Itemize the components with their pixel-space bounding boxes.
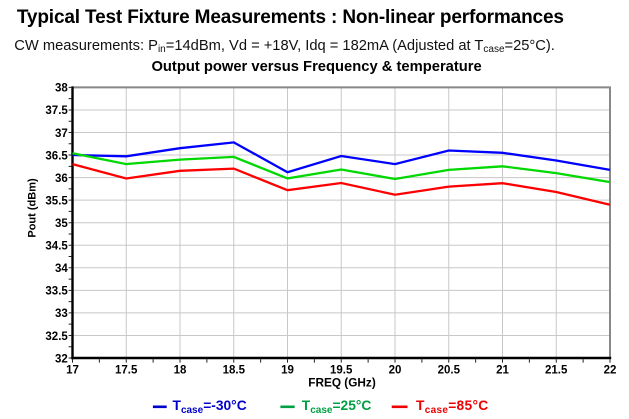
svg-text:35.5: 35.5: [45, 196, 68, 208]
svg-text:32.5: 32.5: [45, 331, 68, 343]
svg-text:37.5: 37.5: [45, 105, 68, 117]
svg-text:Typical Test Fixture Measureme: Typical Test Fixture Measurements : Non-…: [17, 7, 564, 28]
svg-text:32: 32: [55, 353, 68, 365]
svg-text:Output power versus Frequency: Output power versus Frequency & temperat…: [151, 59, 481, 75]
svg-text:20.5: 20.5: [438, 364, 461, 376]
svg-text:17: 17: [66, 364, 79, 376]
svg-text:33.5: 33.5: [45, 286, 68, 298]
svg-text:36.5: 36.5: [45, 150, 68, 162]
svg-text:Pout (dBm): Pout (dBm): [26, 178, 38, 238]
svg-text:34.5: 34.5: [45, 241, 68, 253]
svg-text:37: 37: [55, 128, 68, 140]
svg-text:19: 19: [281, 364, 294, 376]
svg-text:18.5: 18.5: [223, 364, 246, 376]
svg-text:34: 34: [55, 263, 68, 275]
svg-text:22: 22: [604, 364, 617, 376]
svg-text:21: 21: [496, 364, 509, 376]
svg-text:36: 36: [55, 173, 68, 185]
svg-text:18: 18: [174, 364, 187, 376]
svg-text:21.5: 21.5: [545, 364, 568, 376]
svg-text:33: 33: [55, 308, 68, 320]
svg-text:Tcase=25°C: Tcase=25°C: [302, 398, 372, 416]
svg-text:CW measurements: Pin=14dBm, Vd: CW measurements: Pin=14dBm, Vd = +18V, I…: [14, 38, 555, 55]
svg-text:19.5: 19.5: [330, 364, 353, 376]
svg-text:35: 35: [55, 218, 68, 230]
svg-text:20: 20: [389, 364, 402, 376]
svg-text:FREQ (GHz): FREQ (GHz): [308, 375, 376, 389]
svg-text:38: 38: [55, 83, 68, 95]
svg-text:17.5: 17.5: [115, 364, 138, 376]
